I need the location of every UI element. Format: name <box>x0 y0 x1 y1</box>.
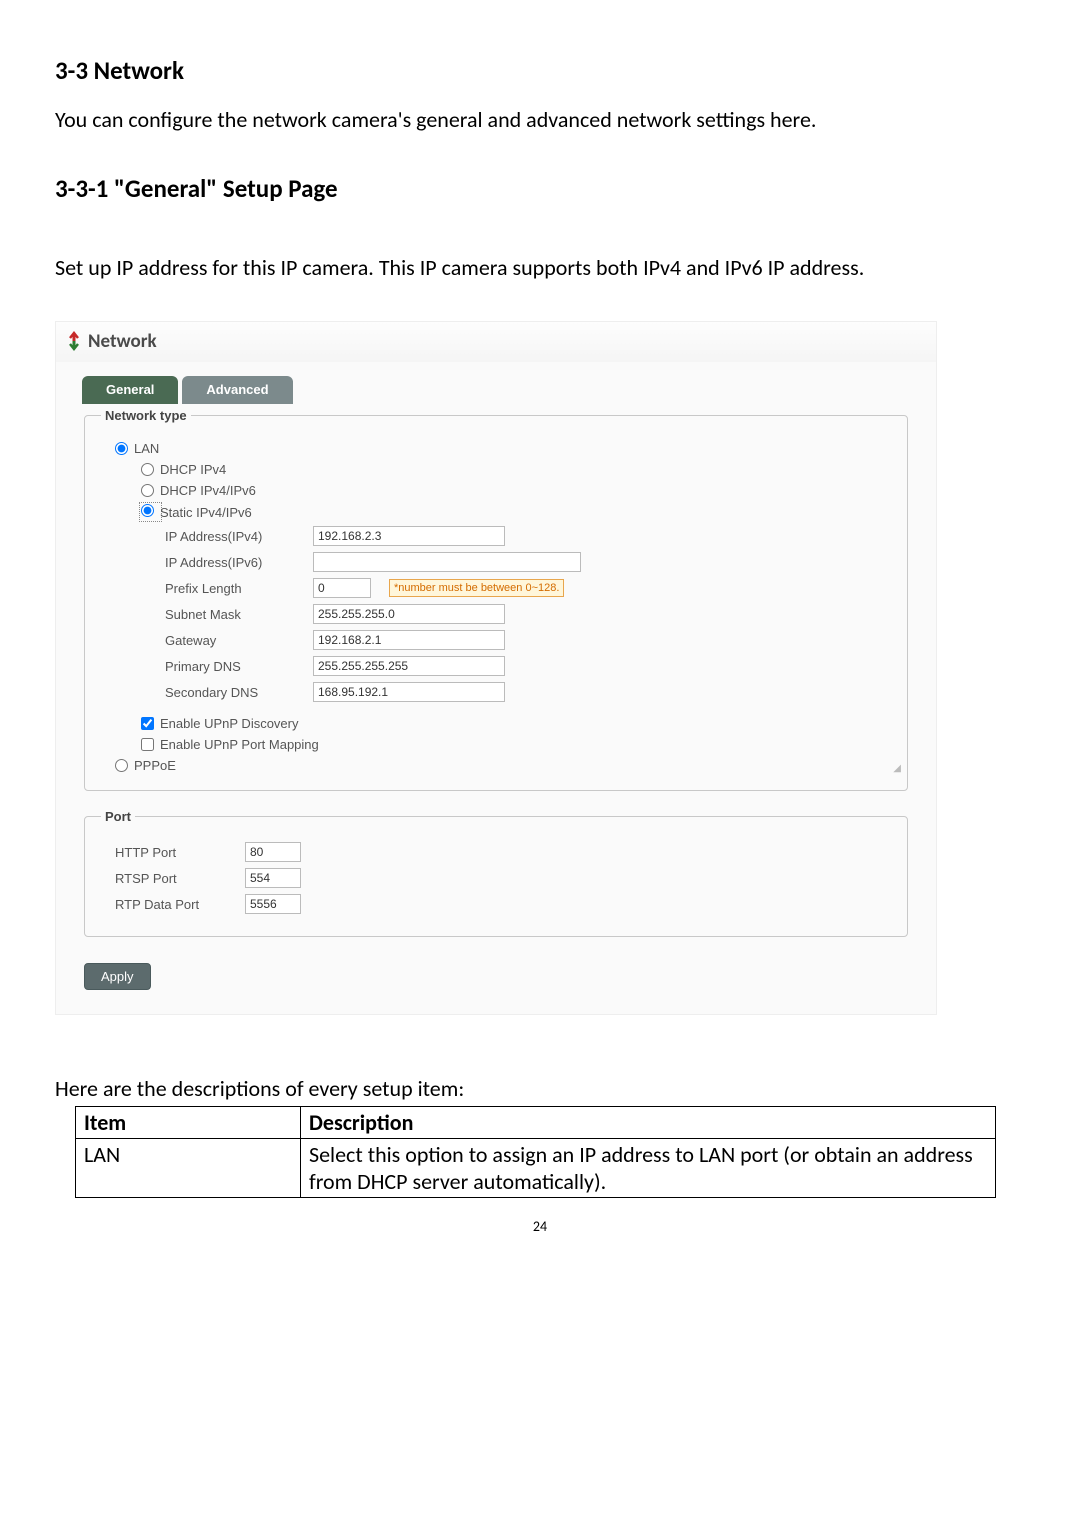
upnp-discovery-label: Enable UPnP Discovery <box>160 716 299 731</box>
port-fieldset: Port HTTP Port RTSP Port RTP Data Port <box>84 809 908 937</box>
subnet-label: Subnet Mask <box>165 607 313 622</box>
dhcp-ipv4-radio[interactable] <box>141 463 154 476</box>
pdns-input[interactable] <box>313 656 505 676</box>
dhcp-ipv4v6-radio[interactable] <box>141 484 154 497</box>
ipv4-label: IP Address(IPv4) <box>165 529 313 544</box>
prefix-hint: *number must be between 0~128. <box>389 579 564 597</box>
upnp-discovery-checkbox[interactable] <box>141 717 154 730</box>
http-port-label: HTTP Port <box>115 845 245 860</box>
static-radio[interactable] <box>141 504 154 517</box>
rtp-port-input[interactable] <box>245 894 301 914</box>
http-port-input[interactable] <box>245 842 301 862</box>
subnet-input[interactable] <box>313 604 505 624</box>
tab-advanced[interactable]: Advanced <box>182 376 292 404</box>
gateway-input[interactable] <box>313 630 505 650</box>
rtp-port-label: RTP Data Port <box>115 897 245 912</box>
description-table: Item Description LAN Select this option … <box>75 1106 996 1198</box>
table-cell-desc: Select this option to assign an IP addre… <box>301 1139 996 1198</box>
port-legend: Port <box>101 809 135 824</box>
ipv4-input[interactable] <box>313 526 505 546</box>
sdns-label: Secondary DNS <box>165 685 313 700</box>
section-heading: 3-3 Network <box>55 55 1025 86</box>
network-type-legend: Network type <box>101 408 191 423</box>
ipv6-input[interactable] <box>313 552 581 572</box>
table-cell-item: LAN <box>76 1139 301 1198</box>
rtsp-port-label: RTSP Port <box>115 871 245 886</box>
upnp-portmap-label: Enable UPnP Port Mapping <box>160 737 319 752</box>
network-icon <box>64 331 84 351</box>
lan-label: LAN <box>134 441 159 456</box>
table-row: LAN Select this option to assign an IP a… <box>76 1139 996 1198</box>
pppoe-radio[interactable] <box>115 759 128 772</box>
resize-handle-icon: ◢ <box>101 763 905 774</box>
setup-intro-text: Set up IP address for this IP camera. Th… <box>55 254 1025 281</box>
dhcp-ipv4v6-label: DHCP IPv4/IPv6 <box>160 483 256 498</box>
sdns-input[interactable] <box>313 682 505 702</box>
upnp-portmap-checkbox[interactable] <box>141 738 154 751</box>
prefix-input[interactable] <box>313 578 371 598</box>
apply-button[interactable]: Apply <box>84 963 151 990</box>
subsection-heading: 3-3-1 "General" Setup Page <box>55 173 1025 204</box>
prefix-label: Prefix Length <box>165 581 313 596</box>
network-settings-panel: Network General Advanced Network type LA… <box>55 321 937 1015</box>
tab-general[interactable]: General <box>82 376 178 404</box>
gateway-label: Gateway <box>165 633 313 648</box>
pdns-label: Primary DNS <box>165 659 313 674</box>
table-head-item: Item <box>76 1107 301 1139</box>
pppoe-label: PPPoE <box>134 758 176 773</box>
rtsp-port-input[interactable] <box>245 868 301 888</box>
panel-title: Network <box>64 330 157 353</box>
table-head-desc: Description <box>301 1107 996 1139</box>
dhcp-ipv4-label: DHCP IPv4 <box>160 462 226 477</box>
network-type-fieldset: Network type LAN DHCP IPv4 DHCP IPv4/IPv… <box>84 408 908 791</box>
ipv6-label: IP Address(IPv6) <box>165 555 313 570</box>
table-intro: Here are the descriptions of every setup… <box>55 1075 1025 1102</box>
page-number: 24 <box>55 1218 1025 1235</box>
static-label: Static IPv4/IPv6 <box>160 505 252 520</box>
intro-text: You can configure the network camera's g… <box>55 106 1025 133</box>
tabs: General Advanced <box>56 376 936 404</box>
lan-radio[interactable] <box>115 442 128 455</box>
